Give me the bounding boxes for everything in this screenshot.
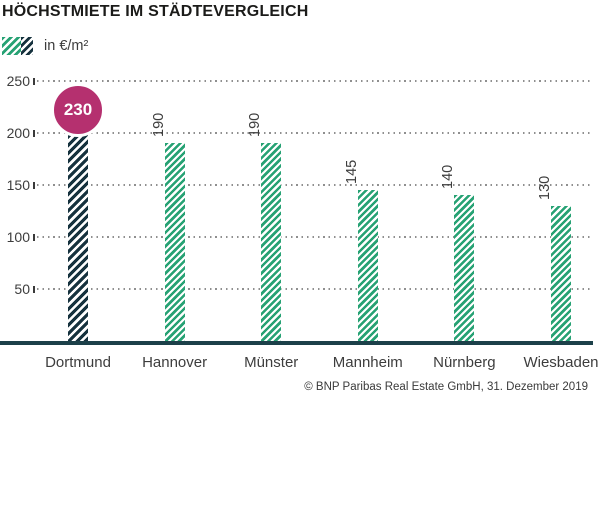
- x-axis-label: Dortmund: [45, 354, 111, 371]
- y-axis-label: 150: [6, 177, 30, 193]
- bar-dortmund: [68, 101, 88, 341]
- gridline: [37, 132, 593, 134]
- x-axis-line: [0, 341, 593, 345]
- bar-wiesbaden: [551, 205, 571, 341]
- y-axis-tick: [33, 181, 35, 189]
- x-axis-label: Mannheim: [332, 354, 403, 371]
- value-badge: 230: [51, 82, 105, 137]
- legend-green-hatch: [2, 37, 21, 55]
- bar-value-label: 145: [343, 159, 360, 185]
- y-axis-label: 250: [6, 73, 30, 89]
- bar-mannheim: [357, 190, 378, 341]
- bar-value-label: 190: [150, 113, 167, 138]
- gridline: [37, 184, 593, 186]
- badge-value: 230: [63, 99, 93, 119]
- y-axis-tick: [33, 129, 35, 137]
- gridline: [37, 80, 593, 82]
- y-axis-tick: [33, 285, 35, 293]
- x-axis-label: Nürnberg: [433, 354, 496, 371]
- bar-value-label: 190: [247, 113, 264, 138]
- x-axis-label: Hannover: [142, 354, 208, 371]
- gridline: [37, 288, 593, 290]
- legend-label: in €/m²: [44, 38, 89, 54]
- bar-münster: [261, 143, 282, 341]
- y-axis-tick: [33, 233, 35, 241]
- y-axis-label: 50: [14, 281, 30, 297]
- x-axis-label: Wiesbaden: [523, 354, 599, 371]
- y-axis-label: 200: [6, 125, 30, 141]
- copyright-note: © BNP Paribas Real Estate GmbH, 31. Deze…: [304, 381, 588, 393]
- legend-dark-hatch: [21, 37, 33, 55]
- bar-hannover: [164, 143, 185, 341]
- x-axis-label: Münster: [244, 354, 299, 371]
- bar-nürnberg: [454, 195, 475, 341]
- legend-hatch-swatch: [2, 37, 33, 55]
- bar-value-label: 140: [440, 165, 457, 190]
- bar-value-label: 130: [537, 175, 553, 200]
- gridline: [37, 236, 593, 238]
- plot-area: 50 100 150 200 250 230 Dortmund 190 Hannover 190 M…: [0, 73, 600, 375]
- legend: in €/m²: [2, 37, 88, 55]
- chart-title: HÖCHSTMIETE IM STÄDTEVERGLEICH: [2, 3, 309, 20]
- y-axis-label: 100: [6, 229, 30, 245]
- y-axis-tick: [33, 77, 35, 85]
